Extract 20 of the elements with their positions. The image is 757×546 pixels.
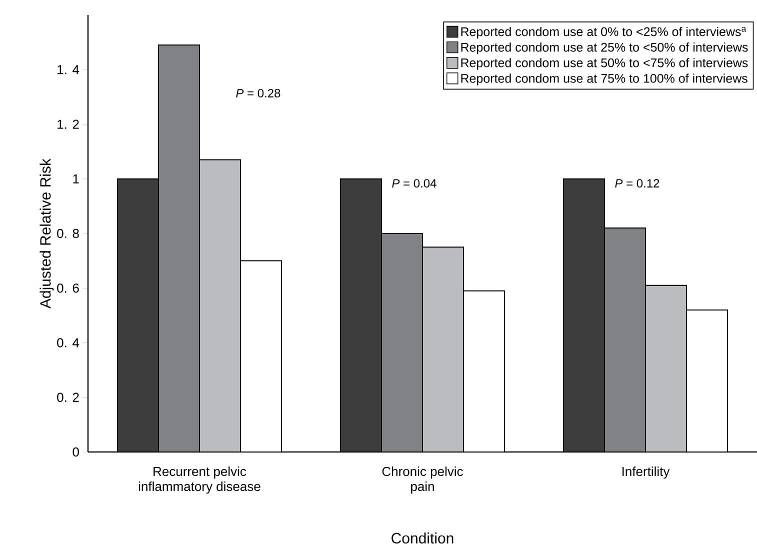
legend-label: Reported condom use at 0% to <25% of interviews$^{a}$: [461, 26, 746, 39]
y-tick-label: 1. 2: [58, 120, 79, 129]
legend-label: Reported condom use at 75% to 100% of interviews: [461, 74, 748, 86]
y-tick-label: 0. 4: [57, 338, 80, 348]
annotation: P = 0.04: [392, 179, 436, 188]
x-tick-label: Infertility: [622, 466, 670, 479]
y-tick-label: 0: [72, 447, 79, 457]
y-tick-label: 1. 4: [58, 65, 80, 74]
x-axis-title: Condition: [392, 532, 454, 544]
y-tick-label: 0. 8: [57, 228, 79, 238]
y-axis-title: Adjusted Relative Risk: [40, 158, 54, 308]
legend-label: Reported condom use at 50% to <75% of interviews: [461, 58, 748, 70]
y-tick-label: 1: [73, 174, 79, 184]
x-tick-label: Recurrent pelvic inflammatory disease: [138, 466, 260, 494]
legend-label: Reported condom use at 25% to <50% of interviews: [461, 42, 748, 54]
annotation: P = 0.12: [615, 179, 660, 188]
y-tick-label: 0. 2: [57, 392, 79, 402]
annotation: P = 0.28: [236, 88, 280, 98]
y-tick-label: 0. 6: [57, 284, 79, 293]
x-tick-label: Chronic pelvic pain: [382, 466, 463, 494]
